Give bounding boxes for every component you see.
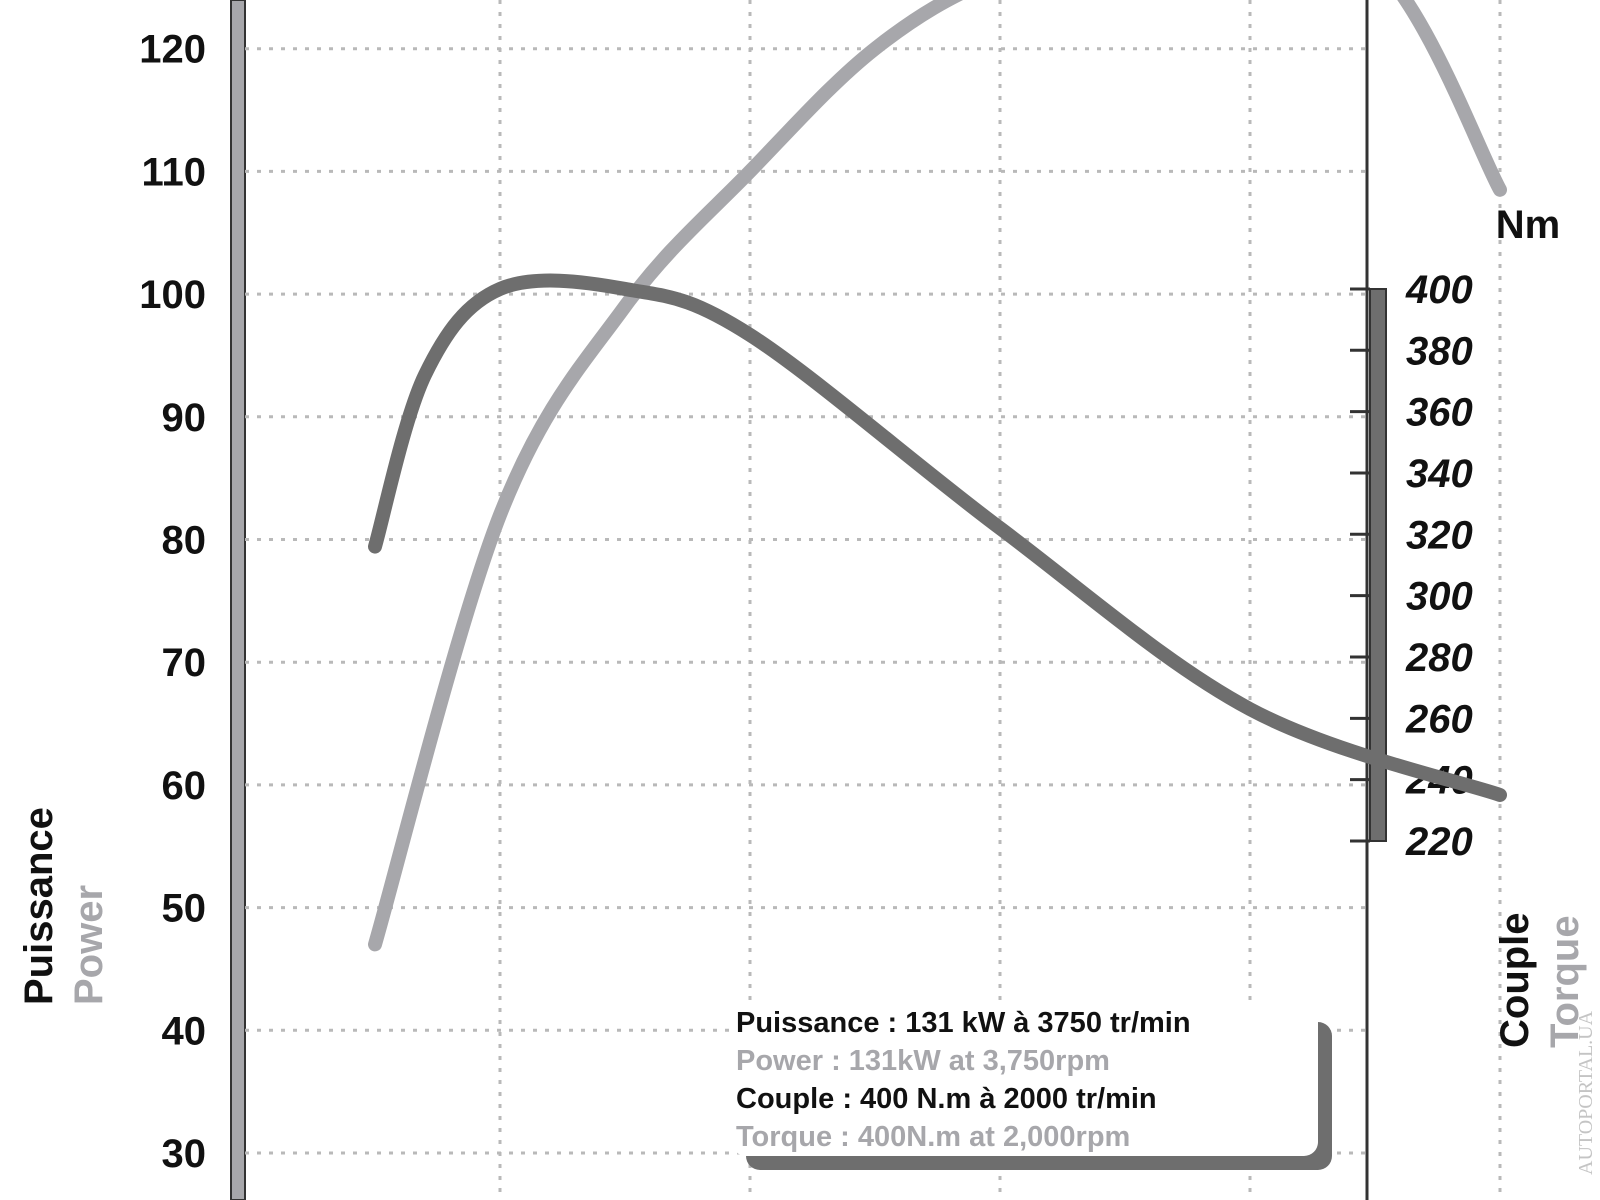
left-tick-label: 30 (162, 1132, 207, 1176)
left-tick-label: 110 (141, 150, 206, 194)
legend-box: Puissance : 131 kW à 3750 tr/min Power :… (732, 1007, 1332, 1170)
right-tick-label: 260 (1405, 697, 1473, 741)
right-tick-label: 340 (1406, 452, 1473, 496)
right-tick-label: 380 (1406, 329, 1473, 373)
right-tick-label: 300 (1406, 575, 1473, 619)
torque-curve (368, 273, 1507, 802)
right-tick-label: 280 (1405, 636, 1473, 680)
right-axis-unit: Nm (1496, 203, 1560, 247)
legend-line-torque-fr: Couple : 400 N.m à 2000 tr/min (736, 1083, 1157, 1115)
left-tick-label: 100 (139, 273, 206, 317)
right-axis-title-secondary: Torque (1543, 915, 1587, 1048)
legend-line-power-fr: Puissance : 131 kW à 3750 tr/min (736, 1007, 1191, 1039)
left-tick-label: 40 (162, 1009, 207, 1053)
grid (245, 0, 1502, 1200)
right-axis-title: Couple (1493, 912, 1537, 1048)
watermark: AUTOPORTAL.UA (1575, 1010, 1597, 1175)
left-axis-title: Puissance (17, 807, 61, 1005)
left-tick-label: 90 (162, 396, 207, 440)
left-axis-ticks: 30 40 50 60 70 80 90 100 110 120 (139, 28, 206, 1176)
right-tick-label: 360 (1406, 391, 1473, 435)
power-curve (368, 0, 1507, 952)
legend-line-power-en: Power : 131kW at 3,750rpm (736, 1045, 1110, 1077)
right-tick-label: 220 (1405, 820, 1473, 864)
left-tick-label: 70 (162, 641, 207, 685)
right-tick-label: 320 (1406, 513, 1473, 557)
left-tick-label: 80 (162, 519, 207, 563)
series-lines (368, 0, 1507, 952)
torque-axis-bracket (1369, 288, 1387, 842)
left-tick-label: 60 (162, 764, 207, 808)
legend-box-background (732, 1008, 1318, 1156)
legend-line-torque-en: Torque : 400N.m at 2,000rpm (736, 1121, 1130, 1153)
left-tick-label: 120 (139, 28, 206, 72)
right-tick-label: 400 (1405, 268, 1473, 312)
left-axis-title-secondary: Power (67, 885, 111, 1005)
left-tick-label: 50 (162, 887, 207, 931)
left-axis-bar (230, 0, 246, 1200)
